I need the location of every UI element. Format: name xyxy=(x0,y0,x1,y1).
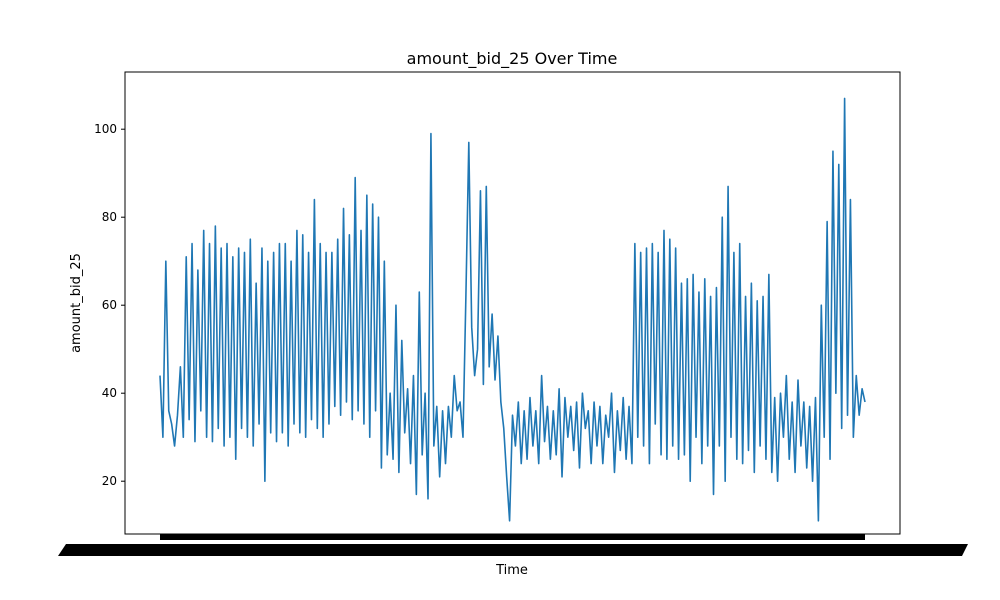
plot-area xyxy=(124,71,901,535)
chart-title: amount_bid_25 Over Time xyxy=(407,49,618,69)
y-tick-label: 20 xyxy=(102,474,117,488)
y-tick-label: 80 xyxy=(102,210,117,224)
series-line xyxy=(159,97,866,522)
y-axis-label: amount_bid_25 xyxy=(69,253,84,353)
x-axis xyxy=(58,534,968,556)
y-tick-label: 40 xyxy=(102,386,117,400)
y-tick-label: 60 xyxy=(102,298,117,312)
x-tick-marks xyxy=(160,534,865,540)
x-axis-label: Time xyxy=(495,563,528,578)
y-tick-label: 100 xyxy=(94,122,117,136)
x-tick-labels xyxy=(58,544,968,556)
y-axis: 20 40 60 80 100 xyxy=(94,122,125,488)
